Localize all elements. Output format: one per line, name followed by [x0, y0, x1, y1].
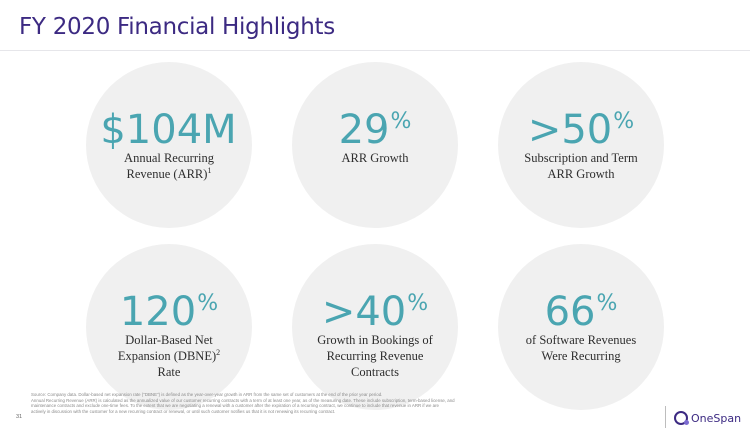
title-divider [0, 50, 750, 51]
metric-label: Growth in Bookings of Recurring Revenue … [317, 333, 433, 379]
metric-label: of Software Revenues Were Recurring [525, 333, 637, 363]
company-logo: OneSpan [674, 410, 741, 426]
metric-circle-subscription-growth: >50% Subscription and Term ARR Growth [498, 62, 664, 228]
metric-value: >50% [527, 107, 635, 153]
metric-label: Dollar-Based Net Expansion (DBNE)2 Rate [117, 333, 221, 379]
logo-divider [665, 406, 666, 428]
metric-circle-bookings-growth: >40% Growth in Bookings of Recurring Rev… [292, 244, 458, 410]
metric-label: Subscription and Term ARR Growth [524, 151, 638, 181]
onespan-logo-icon [674, 411, 689, 425]
metric-value: 120% [119, 289, 219, 335]
metric-value: 29% [338, 107, 412, 153]
metric-label: ARR Growth [341, 151, 409, 165]
page-number: 31 [16, 414, 23, 420]
metric-circle-recurring-revenue: 66% of Software Revenues Were Recurring [498, 244, 664, 410]
metric-circle-dbne: 120% Dollar-Based Net Expansion (DBNE)2 … [86, 244, 252, 410]
logo-text: OneSpan [691, 411, 742, 425]
metric-value: >40% [321, 289, 429, 335]
metric-label: Annual Recurring Revenue (ARR)1 [124, 151, 214, 181]
metric-circle-arr-growth: 29% ARR Growth [292, 62, 458, 228]
metric-value: $104M [100, 107, 237, 153]
metric-value: 66% [544, 289, 618, 335]
slide-title: FY 2020 Financial Highlights [19, 14, 335, 40]
metric-circle-arr: $104M Annual Recurring Revenue (ARR)1 [86, 62, 252, 228]
footnote: Source: Company data. Dollar-based net e… [31, 392, 455, 414]
